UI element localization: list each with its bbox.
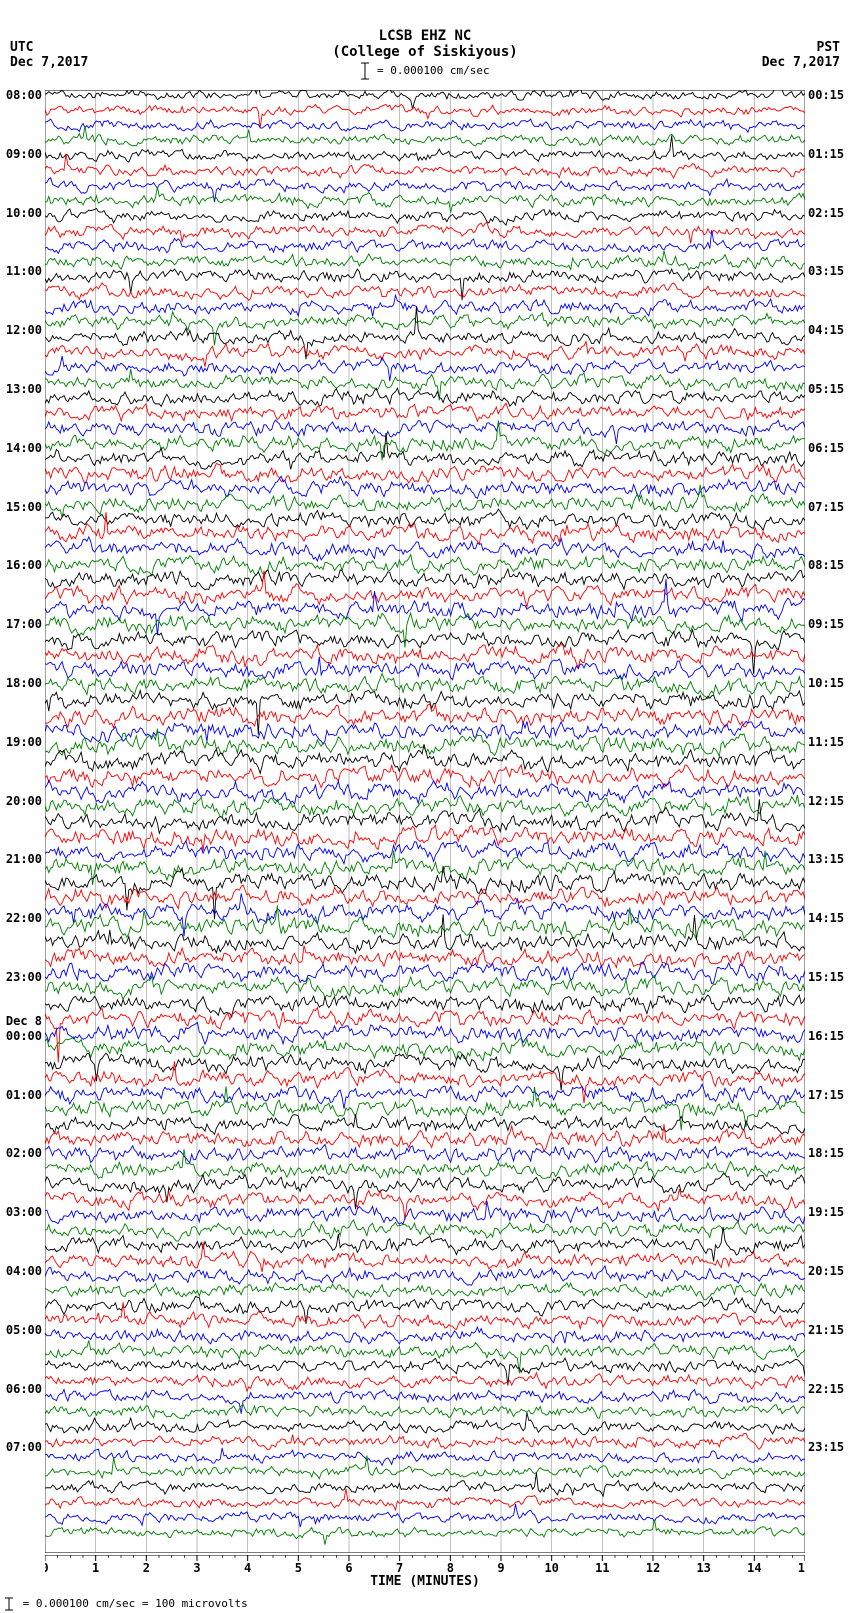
station-title: LCSB EHZ NC	[0, 28, 850, 44]
pst-label: 05:15	[808, 382, 848, 396]
pst-label: 21:15	[808, 1323, 848, 1337]
footer-text: = 0.000100 cm/sec = 100 microvolts	[16, 1597, 248, 1610]
plot-area	[45, 90, 805, 1553]
utc-label: 06:00	[2, 1382, 42, 1396]
svg-text:9: 9	[497, 1561, 504, 1575]
pst-label: 00:15	[808, 88, 848, 102]
utc-label: 09:00	[2, 147, 42, 161]
svg-text:15: 15	[798, 1561, 805, 1575]
pst-label: 11:15	[808, 735, 848, 749]
x-axis-title: TIME (MINUTES)	[0, 1574, 850, 1589]
utc-label: 14:00	[2, 441, 42, 455]
pst-label: 19:15	[808, 1205, 848, 1219]
utc-label: 15:00	[2, 500, 42, 514]
pst-label: 02:15	[808, 206, 848, 220]
svg-text:7: 7	[396, 1561, 403, 1575]
pst-label: 18:15	[808, 1146, 848, 1160]
utc-label: 03:00	[2, 1205, 42, 1219]
pst-label: 23:15	[808, 1440, 848, 1454]
utc-label: 01:00	[2, 1088, 42, 1102]
pst-label: 17:15	[808, 1088, 848, 1102]
utc-label: 21:00	[2, 852, 42, 866]
svg-text:1: 1	[92, 1561, 99, 1575]
footer-scale: = 0.000100 cm/sec = 100 microvolts	[2, 1597, 248, 1611]
utc-label: 00:00	[2, 1029, 42, 1043]
utc-label: 20:00	[2, 794, 42, 808]
pst-label: 08:15	[808, 558, 848, 572]
utc-label: 22:00	[2, 911, 42, 925]
utc-label: 07:00	[2, 1440, 42, 1454]
pst-label: 09:15	[808, 617, 848, 631]
svg-text:4: 4	[244, 1561, 251, 1575]
utc-label: 23:00	[2, 970, 42, 984]
pst-label: 14:15	[808, 911, 848, 925]
svg-text:13: 13	[696, 1561, 710, 1575]
utc-label: 13:00	[2, 382, 42, 396]
svg-text:8: 8	[447, 1561, 454, 1575]
svg-text:11: 11	[595, 1561, 609, 1575]
utc-label: 08:00	[2, 88, 42, 102]
svg-text:6: 6	[345, 1561, 352, 1575]
svg-text:2: 2	[143, 1561, 150, 1575]
pst-label: 16:15	[808, 1029, 848, 1043]
scale-text: = 0.000100 cm/sec	[370, 64, 489, 77]
utc-label: 19:00	[2, 735, 42, 749]
pst-label: 12:15	[808, 794, 848, 808]
utc-label: 12:00	[2, 323, 42, 337]
pst-label: 20:15	[808, 1264, 848, 1278]
pst-label: 01:15	[808, 147, 848, 161]
scale-bar: = 0.000100 cm/sec	[0, 62, 850, 80]
pst-label: 04:15	[808, 323, 848, 337]
pst-label: 10:15	[808, 676, 848, 690]
day-change-label: Dec 8	[2, 1014, 42, 1028]
svg-text:14: 14	[747, 1561, 761, 1575]
utc-label: 18:00	[2, 676, 42, 690]
pst-label: 07:15	[808, 500, 848, 514]
utc-label: 05:00	[2, 1323, 42, 1337]
pst-label: 06:15	[808, 441, 848, 455]
seismogram-container: UTC Dec 7,2017 PST Dec 7,2017 LCSB EHZ N…	[0, 0, 850, 1613]
pst-label: 22:15	[808, 1382, 848, 1396]
utc-label: 16:00	[2, 558, 42, 572]
utc-label: 17:00	[2, 617, 42, 631]
svg-text:5: 5	[295, 1561, 302, 1575]
svg-text:10: 10	[544, 1561, 558, 1575]
station-location: (College of Siskiyous)	[0, 44, 850, 60]
svg-text:12: 12	[646, 1561, 660, 1575]
pst-label: 13:15	[808, 852, 848, 866]
utc-label: 10:00	[2, 206, 42, 220]
utc-label: 04:00	[2, 1264, 42, 1278]
utc-label: 02:00	[2, 1146, 42, 1160]
svg-text:3: 3	[193, 1561, 200, 1575]
pst-label: 15:15	[808, 970, 848, 984]
utc-label: 11:00	[2, 264, 42, 278]
x-axis: 0123456789101112131415	[45, 1555, 805, 1575]
pst-label: 03:15	[808, 264, 848, 278]
svg-text:0: 0	[45, 1561, 49, 1575]
